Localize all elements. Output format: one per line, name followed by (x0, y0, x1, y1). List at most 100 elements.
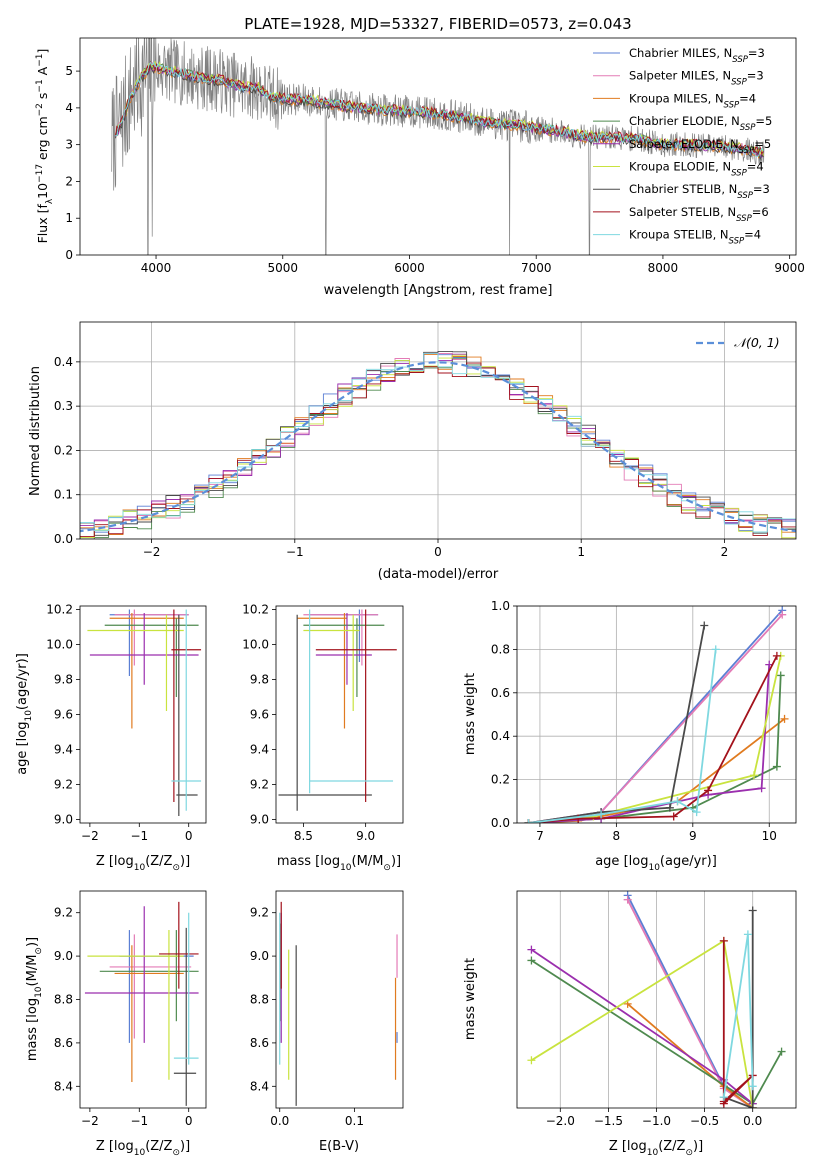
age-vs-mass-ytick-label: 9.8 (250, 673, 269, 687)
massweight-vs-age-ytick-label: 0.0 (491, 816, 510, 830)
age-vs-Z-xtick-label: −2 (81, 829, 99, 843)
spectrum-ytick-label: 3 (65, 138, 73, 152)
spectrum-ytick-label: 1 (65, 211, 73, 225)
massweight-vs-Z-kroupa-elodie-marker (527, 1056, 536, 1065)
massweight-vs-age-xtick-label: 10 (762, 829, 777, 843)
age-vs-mass-ytick-label: 10.2 (242, 603, 269, 617)
age-vs-Z-plot-area (87, 609, 202, 816)
age-vs-Z-ytick-label: 9.8 (54, 673, 73, 687)
massweight-vs-age-kroupa-elodie-marker (749, 771, 758, 780)
spectrum-xlabel: wavelength [Angstrom, rest frame] (324, 283, 553, 298)
massweight-vs-Z-chabrier-stelib-marker (748, 1104, 757, 1108)
spectrum-ytick-label: 4 (65, 101, 73, 115)
mass-vs-Z-ytick-label: 8.4 (54, 1079, 73, 1093)
legend-entry-6: Chabrier STELIB, NSSP=3 (629, 182, 770, 201)
massweight-vs-Z-chabrier-elodie-marker (777, 1047, 786, 1056)
mass-vs-EBV-xtick-label: 0.1 (345, 1114, 364, 1128)
massweight-vs-age-salpeter-stelib-line (528, 655, 778, 823)
residuals-ylabel: Normed distribution (28, 366, 43, 496)
massweight-vs-age-salpeter-elodie-line (528, 664, 771, 823)
massweight-vs-Z-kroupa-stelib-line (722, 934, 754, 1098)
massweight-vs-age-salpeter-stelib-marker (669, 812, 678, 821)
age-vs-mass-ytick-label: 9.0 (250, 813, 269, 827)
age-vs-Z-panel: −2 −1 0 9.0 9.2 9.4 9.6 9.8 10.0 10.2 (46, 603, 207, 843)
massweight-vs-Z-salpeter-elodie-marker (527, 945, 536, 954)
spectrum-ylabel: Flux [fλ10−17 erg cm−2 s−1 A−1] (35, 49, 55, 244)
residuals-legend-label: 𝒩(0, 1) (734, 335, 780, 350)
mass-vs-Z-xlabel: Z [log10(Z/Z⊙)] (96, 1139, 190, 1158)
residuals-panel: −2 −1 0 1 2 0.0 0.1 0.2 0.3 0.4 (54, 321, 797, 559)
massweight-vs-Z-xtick-label: 0.0 (743, 1114, 762, 1128)
mass-vs-EBV-frame (275, 890, 404, 1109)
mass-vs-Z-ylabel: mass [log10(M/M⊙)] (25, 937, 44, 1061)
massweight-vs-Z-xtick-label: −1.5 (594, 1114, 623, 1128)
mass-vs-EBV-ytick-label: 8.4 (250, 1079, 269, 1093)
mass-vs-EBV-xlabel: E(B-V) (319, 1139, 359, 1154)
spectrum-panel: 4000 5000 6000 7000 8000 9000 0 1 2 3 4 5 (65, 37, 805, 275)
massweight-vs-age-ytick-label: 0.8 (491, 642, 510, 656)
massweight-vs-age-salpeter-stelib-marker (574, 814, 583, 823)
massweight-vs-Z-frame (516, 890, 797, 1109)
age-vs-mass-ytick-label: 9.2 (250, 778, 269, 792)
age-vs-mass-xlabel: mass [log10(M/M⊙)] (277, 854, 401, 873)
massweight-vs-Z-kroupa-stelib-marker (719, 1093, 728, 1102)
age-vs-Z-ytick-label: 9.4 (54, 743, 73, 757)
age-vs-Z-ytick-label: 9.6 (54, 708, 73, 722)
legend-entry-4: Salpeter ELODIE, NSSP=5 (629, 137, 771, 156)
spectrum-model-chabrier-stelib (115, 64, 764, 161)
spectrum-xtick-label: 5000 (267, 261, 298, 275)
figure-title: PLATE=1928, MJD=53327, FIBERID=0573, z=0… (244, 15, 631, 33)
massweight-vs-age-chabrier-stelib-marker (700, 621, 709, 630)
spectrum-xtick-label: 6000 (394, 261, 425, 275)
residuals-ytick-label: 0.0 (54, 532, 73, 546)
age-vs-Z-ytick-label: 10.2 (46, 603, 73, 617)
residuals-ytick-label: 0.3 (54, 399, 73, 413)
mass-vs-EBV-ytick-label: 8.8 (250, 993, 269, 1007)
spectrum-ytick-label: 5 (65, 64, 73, 78)
spectrum-model-salpeter-stelib (115, 60, 764, 156)
spectrum-model-kroupa-stelib (115, 61, 764, 157)
spectrum-ytick-label: 0 (65, 248, 73, 262)
age-vs-Z-ylabel: age [log10(age/yr)] (15, 653, 34, 775)
mass-vs-Z-xtick-label: 0 (185, 1114, 193, 1128)
massweight-vs-age-chabrier-stelib-marker (665, 803, 674, 812)
residuals-frame (79, 321, 797, 540)
age-vs-mass-ytick-label: 9.4 (250, 743, 269, 757)
massweight-vs-age-salpeter-miles-marker (778, 610, 787, 619)
residuals-xtick-label: 2 (721, 545, 729, 559)
massweight-vs-age-panel: 7 8 9 10 0.0 0.2 0.4 0.6 0.8 1.0 (491, 599, 797, 843)
massweight-vs-age-ytick-label: 0.2 (491, 773, 510, 787)
spectrum-xtick-label: 4000 (141, 261, 172, 275)
mass-vs-Z-ytick-label: 8.8 (54, 993, 73, 1007)
residuals-xlabel: (data-model)/error (378, 567, 499, 582)
age-vs-mass-frame (275, 605, 404, 824)
massweight-vs-Z-salpeter-miles-marker (623, 895, 632, 904)
mass-vs-Z-ytick-label: 9.2 (54, 906, 73, 920)
mass-vs-EBV-ytick-label: 8.6 (250, 1036, 269, 1050)
legend-entry-7: Salpeter STELIB, NSSP=6 (629, 205, 769, 224)
massweight-vs-Z-plot-area (527, 891, 786, 1108)
massweight-vs-age-chabrier-elodie-marker (776, 671, 785, 680)
legend-entry-0: Chabrier MILES, NSSP=3 (629, 46, 765, 65)
residuals-xtick-label: 0 (434, 545, 442, 559)
legend-entry-2: Kroupa MILES, NSSP=4 (629, 91, 756, 110)
mass-vs-Z-panel: −2 −1 0 8.4 8.6 8.8 9.0 9.2 (54, 890, 207, 1128)
hist-kroupa-stelib (80, 352, 796, 539)
massweight-vs-age-kroupa-stelib-marker (524, 819, 533, 823)
age-vs-mass-plot-area (278, 609, 397, 811)
mass-vs-EBV-ytick-label: 9.0 (250, 949, 269, 963)
massweight-vs-age-ytick-label: 1.0 (491, 599, 510, 613)
mass-vs-Z-ytick-label: 8.6 (54, 1036, 73, 1050)
massweight-vs-age-kroupa-stelib-marker (673, 797, 682, 806)
spectrum-xtick-label: 9000 (774, 261, 805, 275)
massweight-vs-age-ylabel: mass weight (463, 673, 478, 755)
massweight-vs-Z-kroupa-stelib-marker (743, 930, 752, 939)
massweight-vs-age-xlabel: age [log10(age/yr)] (595, 854, 717, 873)
age-vs-Z-ytick-label: 9.0 (54, 813, 73, 827)
massweight-vs-age-kroupa-miles-marker (780, 714, 789, 723)
age-vs-mass-panel: 8.5 9.0 9.0 9.2 9.4 9.6 9.8 10.0 10.2 (242, 603, 404, 843)
massweight-vs-Z-panel: −2.0 −1.5 −1.0 −0.5 0.0 (516, 890, 797, 1128)
legend-entry-8: Kroupa STELIB, NSSP=4 (629, 228, 761, 247)
mass-vs-Z-plot-area (84, 901, 199, 1106)
spectrum-frame (79, 37, 797, 256)
